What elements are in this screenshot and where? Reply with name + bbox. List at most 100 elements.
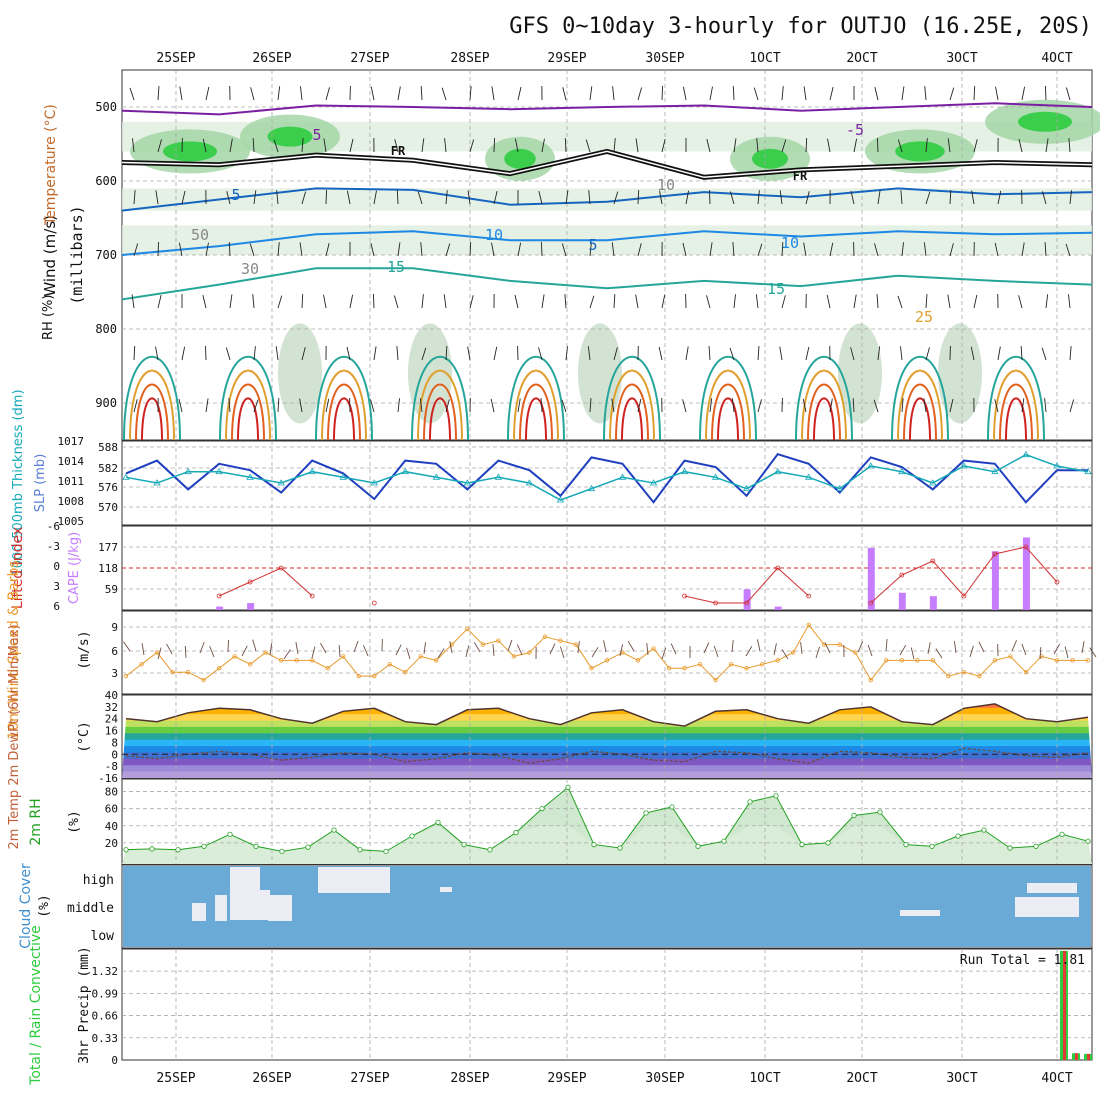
rh-unit-label: (%) (67, 810, 82, 833)
rh-point (435, 819, 441, 825)
isotherm-15 (121, 267, 1093, 301)
contour-label: 15 (387, 258, 405, 276)
wind-barb (947, 138, 951, 153)
wind-speed-point (775, 658, 780, 663)
wind-barb (514, 138, 519, 153)
top-date-label: 30SEP (645, 51, 684, 66)
top-date-axis: 25SEP 26SEP 27SEP 28SEP 29SEP 30SEP 1OCT 2OCT 3O… (156, 51, 1072, 66)
wind-barb-10m (1021, 643, 1027, 656)
rh-point (1007, 845, 1013, 851)
thickness-axis-label: 1000-500mb Thickness (dm) (11, 389, 26, 576)
wind-speed-point (542, 634, 548, 639)
wind-barb (517, 398, 521, 413)
dewpoint-line (125, 747, 1089, 764)
wind-barb (273, 139, 279, 153)
wind-barb (995, 86, 999, 101)
wind-barb (756, 138, 759, 153)
wind-barb-10m (507, 639, 513, 652)
wind-unit-label: (m/s) (77, 630, 92, 669)
wind-barb (419, 398, 423, 413)
cloud-level-label: low (91, 929, 115, 944)
wind-barb (1021, 86, 1026, 101)
wind-barb-10m (713, 645, 719, 658)
rh-tick: 60 (105, 803, 118, 816)
thickness-tick: 570 (98, 501, 118, 514)
cape-axis-label: CAPE (J/kg) (67, 532, 82, 604)
wind-barb-10m (627, 641, 635, 652)
wind-barb-10m (559, 646, 565, 659)
panel-thickness_slp: 588 582 576 570 1017 1014 1011 1008 1005 (58, 435, 1093, 528)
rh-core (267, 126, 313, 147)
wind-barb (325, 243, 330, 257)
slp-tick: 1011 (58, 475, 85, 488)
precip-tick: 1.32 (92, 965, 119, 978)
wind-barb (397, 86, 401, 101)
rh-point (1059, 831, 1065, 837)
wind-barb (467, 346, 471, 361)
wind-speed-point (123, 673, 129, 679)
wind-barb (538, 191, 543, 205)
wind-barb (779, 190, 783, 205)
rh-point (539, 806, 545, 812)
wind-barb (805, 191, 810, 205)
wind-barb (467, 190, 471, 205)
wind-barb-10m (745, 646, 753, 657)
wind-barb (949, 87, 955, 101)
wind-barb (757, 190, 760, 205)
pressure-tick-label: 600 (95, 174, 117, 188)
slp-point (339, 473, 347, 480)
wind-barb (323, 294, 327, 309)
warm-isotherm-loop (135, 383, 169, 441)
temp-axis-label: 2m Temp 2m DewPt (6hr Min/Max) (7, 624, 22, 849)
panel-wind10m: 9 6 3 (111, 610, 1097, 695)
wind-barb-10m (353, 640, 359, 653)
wind-barb-10m (320, 642, 327, 654)
wind-speed-point (930, 658, 936, 663)
slp-line (125, 453, 1089, 501)
slp-point (836, 484, 844, 492)
wind-barb (155, 346, 159, 361)
wind-barb (1021, 242, 1025, 257)
cape-tick: 59 (105, 583, 118, 596)
wind-barb (949, 190, 952, 205)
wind-speed-point (278, 658, 284, 663)
wind-barb (971, 190, 975, 205)
wind-barb-10m (549, 643, 556, 655)
wind-barb (253, 190, 257, 205)
wind-barb-10m (953, 641, 957, 654)
top-date-label: 4OCT (1041, 51, 1072, 66)
thickness-line (125, 453, 1088, 504)
cape-bar (743, 589, 751, 610)
slp-point (370, 479, 378, 486)
temp-band (122, 765, 1092, 773)
rh-area-low (122, 825, 1092, 864)
slp-point (991, 467, 999, 475)
wind-barb (253, 399, 259, 413)
slp-point (401, 467, 409, 475)
precip-tick: 0.66 (92, 1010, 119, 1023)
wind-barb (613, 191, 619, 205)
wind-barb (421, 294, 424, 309)
wind-barb (873, 399, 879, 413)
slp-point (1022, 450, 1030, 458)
wind-barb-10m (1039, 647, 1042, 660)
wind-barb (1044, 398, 1047, 413)
wind-barb-10m (577, 641, 580, 654)
temp-band (122, 752, 1092, 760)
warm-isotherm-loop (123, 356, 181, 441)
slp-point (122, 473, 130, 480)
warm-isotherm-loop (891, 356, 949, 441)
temp-band (122, 720, 1092, 728)
wind-barb (397, 242, 401, 257)
run-total-label: Run Total = 1.81 (960, 953, 1085, 968)
rh-tick: 40 (105, 820, 118, 833)
wind-barb (349, 138, 354, 153)
wind-barb (781, 242, 784, 257)
wind-barb (757, 399, 762, 413)
wind-barb (1020, 346, 1023, 361)
wind-barb-10m (603, 640, 607, 653)
wind-barb (611, 398, 615, 413)
wind-barb (490, 398, 495, 413)
wind-speed-point (558, 638, 563, 643)
